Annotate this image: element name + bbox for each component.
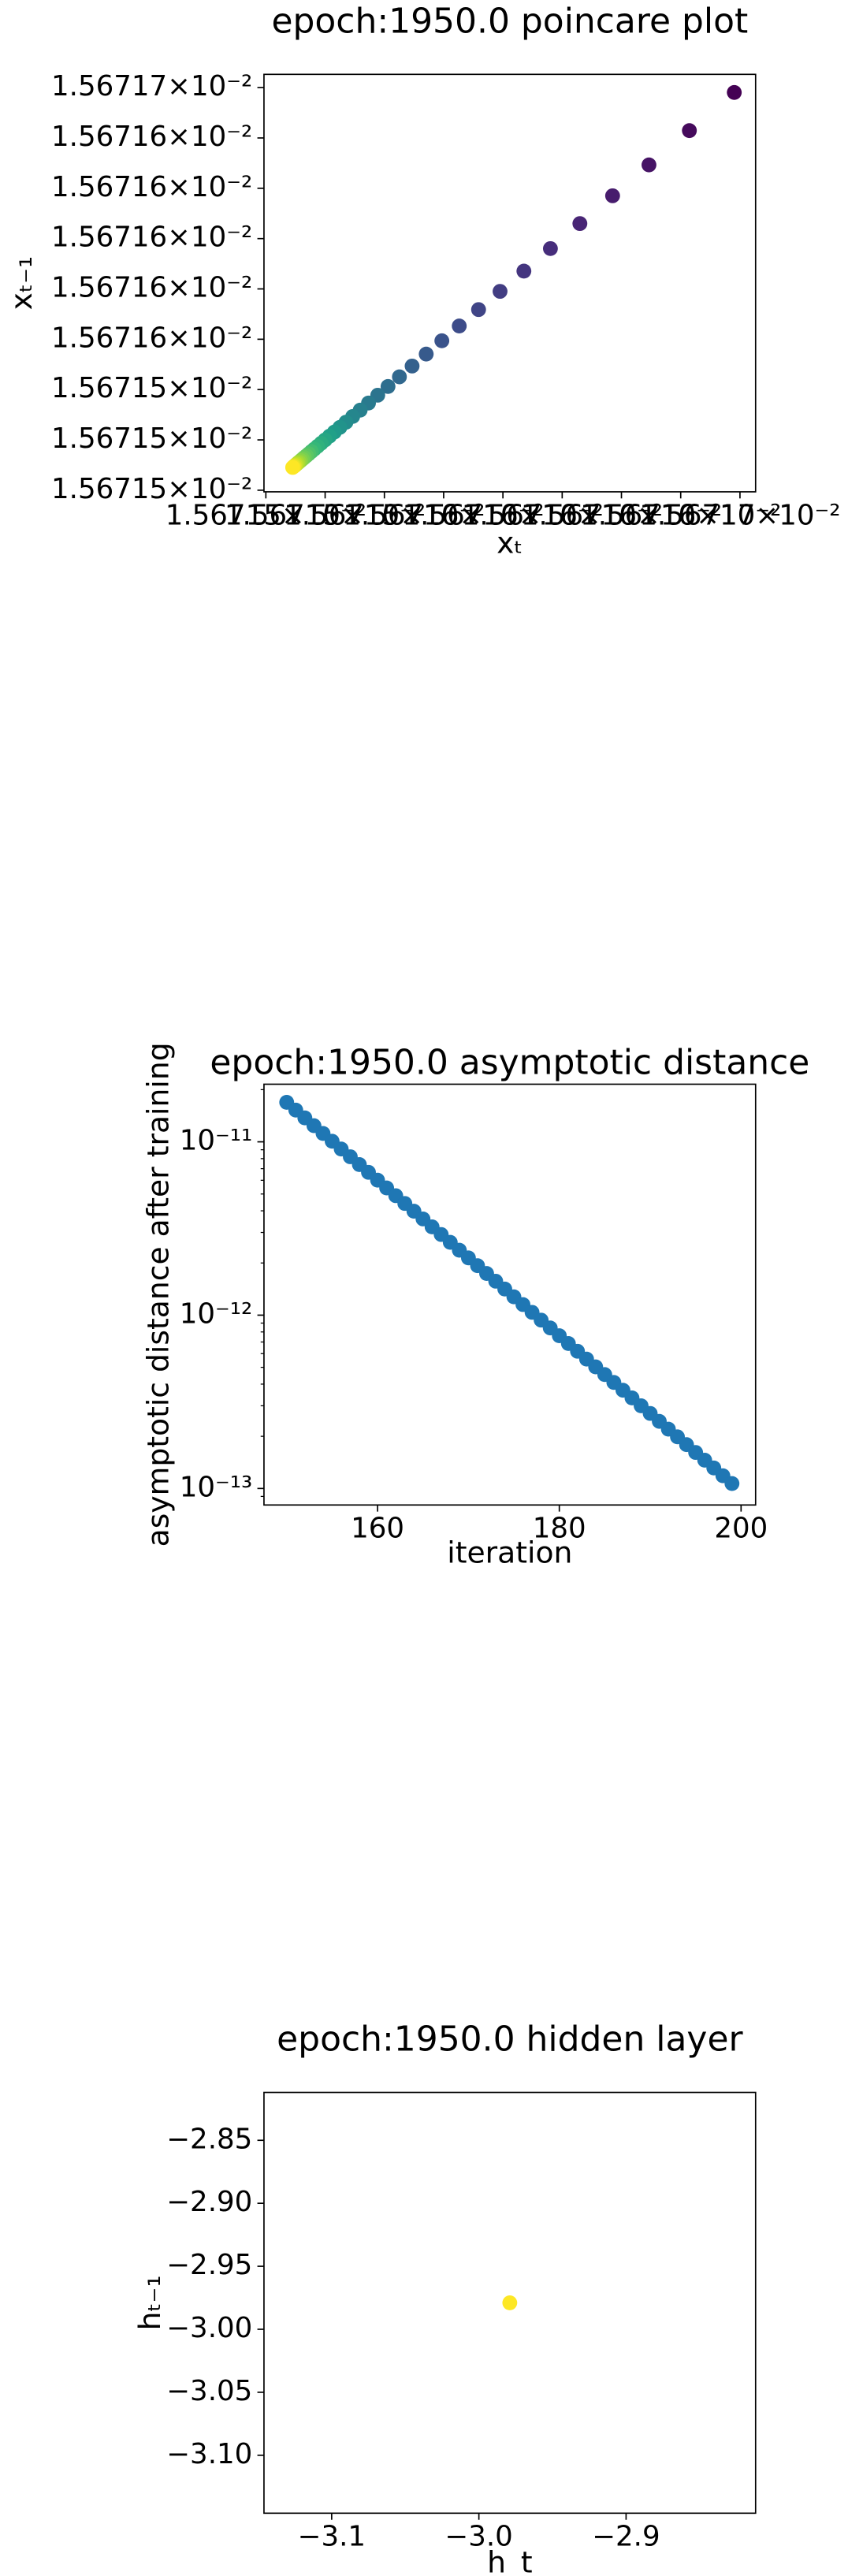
point bbox=[542, 240, 558, 256]
y-tick-label: −3.00 bbox=[166, 2312, 252, 2344]
y-tick-label: 10⁻¹³ bbox=[180, 1471, 253, 1503]
y-tick-label: 1.56716×10⁻² bbox=[51, 322, 252, 354]
x-tick-label: 160 bbox=[351, 1513, 404, 1545]
x-tick-label: −3.0 bbox=[444, 2521, 512, 2553]
point bbox=[392, 369, 407, 385]
x-tick-label: 1.56716×10⁻² bbox=[580, 499, 781, 531]
y-tick-label: −3.10 bbox=[166, 2438, 252, 2470]
y-tick-label: −2.85 bbox=[166, 2123, 252, 2155]
chart-title: epoch:1950.0 asymptotic distance bbox=[210, 1042, 809, 1082]
y-tick-label: 1.56717×10⁻² bbox=[51, 70, 252, 102]
x-axis-label: xₜ bbox=[497, 525, 523, 560]
point bbox=[418, 346, 434, 362]
x-tick-label: 1.56717×10⁻² bbox=[639, 499, 840, 531]
point bbox=[682, 123, 697, 139]
y-tick-label: 1.56716×10⁻² bbox=[51, 221, 252, 254]
y-tick-label: 10⁻¹² bbox=[180, 1297, 253, 1330]
point bbox=[516, 263, 532, 279]
y-tick-label: 1.56716×10⁻² bbox=[51, 171, 252, 203]
point bbox=[642, 157, 656, 173]
point bbox=[604, 188, 620, 203]
point bbox=[727, 84, 742, 100]
x-tick-label: 200 bbox=[714, 1513, 768, 1545]
point bbox=[724, 1476, 740, 1491]
x-axis-label: iteration bbox=[447, 1536, 572, 1570]
x-tick-label: 1.56716×10⁻² bbox=[521, 499, 722, 531]
x-tick-label: −3.1 bbox=[298, 2521, 366, 2553]
x-tick-label: 1.56715×10⁻² bbox=[225, 499, 426, 531]
point bbox=[434, 333, 450, 348]
y-tick-label: 1.56715×10⁻² bbox=[51, 372, 252, 404]
point bbox=[404, 358, 420, 374]
x-tick-label: 1.56716×10⁻² bbox=[462, 499, 663, 531]
y-tick-label: −2.90 bbox=[166, 2186, 252, 2218]
y-tick-label: −2.95 bbox=[166, 2249, 252, 2281]
y-axis-label: asymptotic distance after training bbox=[141, 1042, 176, 1547]
point bbox=[502, 2295, 518, 2310]
y-tick-label: 1.56716×10⁻² bbox=[51, 272, 252, 304]
plot-area bbox=[263, 73, 757, 493]
y-tick-label: 10⁻¹¹ bbox=[180, 1125, 253, 1157]
plot-area bbox=[263, 1083, 757, 1506]
chart-title: epoch:1950.0 hidden layer bbox=[277, 2019, 743, 2060]
x-tick-label: −2.9 bbox=[592, 2521, 660, 2553]
y-tick-label: 1.56715×10⁻² bbox=[51, 473, 252, 505]
x-tick-label: 180 bbox=[533, 1513, 586, 1545]
point bbox=[572, 216, 588, 232]
point bbox=[452, 318, 467, 333]
plot-area bbox=[263, 2091, 757, 2515]
x-tick-label: 1.56715×10⁻² bbox=[284, 499, 485, 531]
point bbox=[380, 378, 396, 394]
point bbox=[285, 460, 300, 475]
y-tick-label: −3.05 bbox=[166, 2375, 252, 2407]
chart-title: epoch:1950.0 poincare plot bbox=[271, 1, 748, 41]
x-axis-label: h_t bbox=[487, 2545, 532, 2576]
x-tick-label: 1.56716×10⁻² bbox=[403, 499, 604, 531]
x-tick-label: 1.56715×10⁻² bbox=[166, 499, 366, 531]
y-axis-label: hₜ₋₁ bbox=[132, 2275, 167, 2330]
point bbox=[470, 302, 486, 318]
y-axis-label: xₜ₋₁ bbox=[4, 256, 39, 310]
point bbox=[493, 284, 508, 300]
y-tick-label: 1.56715×10⁻² bbox=[51, 423, 252, 455]
y-tick-label: 1.56716×10⁻² bbox=[51, 121, 252, 153]
x-tick-label: 1.56716×10⁻² bbox=[343, 499, 544, 531]
